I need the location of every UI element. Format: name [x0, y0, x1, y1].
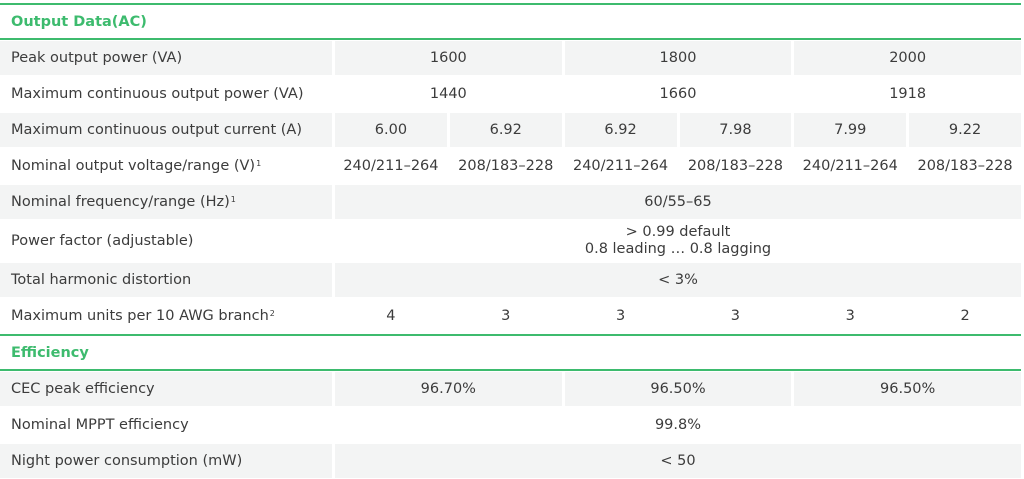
- row-label-text: Total harmonic distortion: [11, 271, 192, 288]
- value-cell: 1800: [564, 41, 792, 75]
- value-line: > 0.99 default: [625, 224, 731, 240]
- row-label: Maximum continuous output power (VA): [0, 76, 332, 112]
- row-label-text: CEC peak efficiency: [11, 380, 155, 397]
- row-label: Peak output power (VA): [0, 41, 332, 75]
- value-cell: 6.92: [564, 113, 677, 147]
- table-row: Maximum continuous output power (VA) 1440…: [0, 76, 1021, 112]
- table-row: Peak output power (VA) 1600 1800 2000: [0, 40, 1021, 76]
- row-label-text: Nominal frequency/range (Hz): [11, 193, 230, 210]
- value-cell: 2: [960, 307, 970, 324]
- value-cell: 9.22: [909, 113, 1021, 147]
- row-label: Nominal frequency/range (Hz) 1: [0, 185, 332, 219]
- row-label-text: Night power consumption (mW): [11, 452, 243, 469]
- value-cell: < 50: [335, 444, 1021, 478]
- value-cell: 2000: [794, 41, 1021, 75]
- table-row: Power factor (adjustable) > 0.99 default 0…: [0, 220, 1021, 262]
- section-header: Efficiency: [0, 334, 1021, 371]
- row-label: Night power consumption (mW): [0, 444, 332, 478]
- value-cell: 1918: [889, 85, 927, 102]
- footnote-marker: 2: [269, 308, 275, 318]
- value-cell: 6.00: [335, 113, 447, 147]
- row-label: Total harmonic distortion: [0, 263, 332, 297]
- row-label: Maximum units per 10 AWG branch 2: [0, 298, 332, 334]
- value-cell: 60/55–65: [335, 185, 1021, 219]
- value-line: 0.8 leading … 0.8 lagging: [584, 241, 772, 257]
- value-cell: 7.98: [679, 113, 792, 147]
- row-label: Power factor (adjustable): [0, 220, 332, 262]
- value-cell: 96.70%: [335, 372, 562, 406]
- row-label: Nominal MPPT efficiency: [0, 407, 332, 443]
- row-label: Nominal output voltage/range (V) 1: [0, 148, 332, 184]
- table-row: Nominal MPPT efficiency 99.8%: [0, 407, 1021, 443]
- value-cell: 208/183–228: [917, 157, 1013, 174]
- value-cell: 3: [615, 307, 626, 324]
- row-label-text: Peak output power (VA): [11, 49, 183, 66]
- table-row: Maximum continuous output current (A) 6.0…: [0, 112, 1021, 148]
- table-row: Night power consumption (mW) < 50: [0, 443, 1021, 479]
- value-cell: 4: [386, 307, 396, 324]
- table-row: CEC peak efficiency 96.70% 96.50% 96.50%: [0, 371, 1021, 407]
- row-label-text: Maximum continuous output current (A): [11, 121, 302, 138]
- value-cell: 240/211–264: [572, 157, 669, 174]
- value-cell: 3: [501, 307, 511, 324]
- value-cell: 96.50%: [564, 372, 792, 406]
- value-lines: > 0.99 default 0.8 leading … 0.8 lagging: [585, 224, 771, 258]
- row-label-text: Nominal MPPT efficiency: [11, 416, 189, 433]
- value-cell: 240/211–264: [343, 157, 439, 174]
- row-label-text: Nominal output voltage/range (V): [11, 157, 256, 174]
- value-cell: 3: [730, 307, 741, 324]
- row-label: Maximum continuous output current (A): [0, 113, 332, 147]
- table-row: Total harmonic distortion < 3%: [0, 262, 1021, 298]
- value-cell: 96.50%: [794, 372, 1021, 406]
- footnote-marker: 1: [230, 194, 236, 204]
- value-cell: 1440: [429, 85, 467, 102]
- value-cell: < 3%: [335, 263, 1021, 297]
- table-row: Nominal frequency/range (Hz) 1 60/55–65: [0, 184, 1021, 220]
- value-cell: 99.8%: [654, 416, 702, 433]
- value-cell: 1660: [659, 85, 697, 102]
- value-cell: 208/183–228: [458, 157, 554, 174]
- row-label-text: Power factor (adjustable): [11, 232, 194, 249]
- value-cell: > 0.99 default 0.8 leading … 0.8 lagging: [335, 220, 1021, 262]
- footnote-marker: 1: [256, 158, 262, 168]
- table-row: Nominal output voltage/range (V) 1 240/211…: [0, 148, 1021, 184]
- value-cell: 3: [845, 307, 855, 324]
- row-label-text: Maximum units per 10 AWG branch: [11, 307, 269, 324]
- value-cell: 1600: [335, 41, 562, 75]
- value-cell: 6.92: [449, 113, 562, 147]
- value-cell: 208/183–228: [687, 157, 783, 174]
- row-label: CEC peak efficiency: [0, 372, 332, 406]
- value-cell: 240/211–264: [802, 157, 898, 174]
- table-row: Maximum units per 10 AWG branch 2 4 3 3 3 3 2: [0, 298, 1021, 334]
- section-header: Output Data(AC): [0, 3, 1021, 40]
- value-cell: 7.99: [794, 113, 907, 147]
- row-label-text: Maximum continuous output power (VA): [11, 85, 304, 102]
